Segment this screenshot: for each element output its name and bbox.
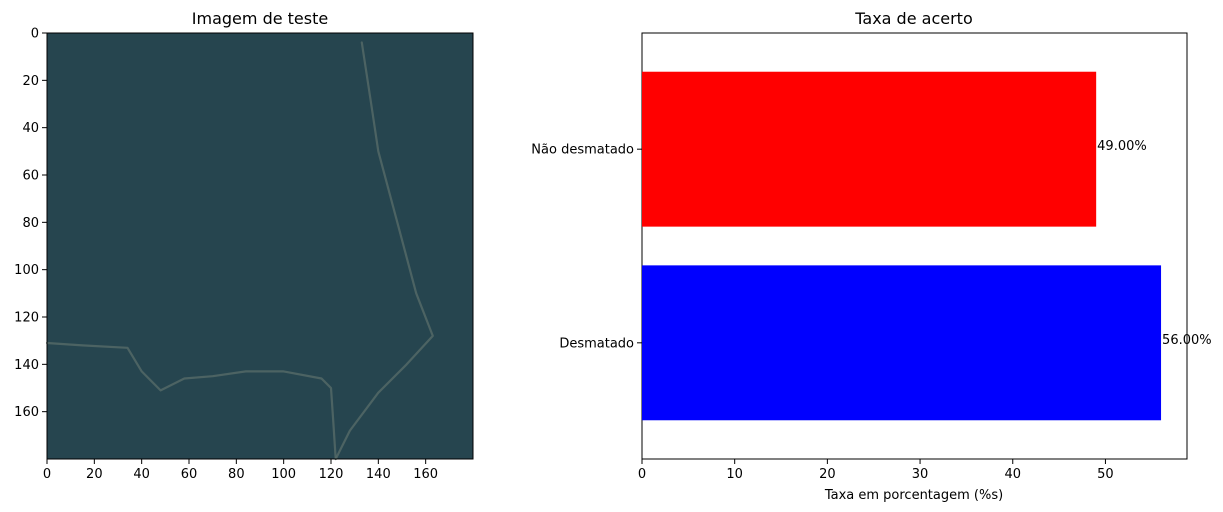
- image-x-axis: 0 20 40 60 80 100 120 140 160: [43, 459, 438, 482]
- image-y-tick-label: 100: [14, 263, 39, 278]
- image-x-tick-label: 140: [366, 467, 391, 482]
- bar-não-desmatado: [642, 71, 1097, 227]
- bars: 56.00% 49.00%: [642, 71, 1212, 421]
- image-y-tick-label: 40: [22, 121, 39, 136]
- bar-panel: Taxa de acerto 56.00%49.00% 0 10 20 30 40 50 …: [531, 9, 1211, 503]
- image-x-tick-label: 100: [271, 467, 296, 482]
- image-y-tick-label: 60: [22, 169, 39, 184]
- image-y-tick-label: 80: [22, 216, 39, 231]
- bar-desmatado: [642, 265, 1162, 421]
- bar-x-tick-label: 50: [1097, 467, 1114, 482]
- image-y-tick-label: 160: [14, 405, 39, 420]
- image-x-tick-label: 20: [86, 467, 103, 482]
- image-x-tick-label: 80: [228, 467, 245, 482]
- bar-x-tick-label: 10: [726, 467, 743, 482]
- bar-x-axis: 0 10 20 30 40 50: [638, 459, 1114, 482]
- image-x-tick-label: 60: [181, 467, 198, 482]
- image-frame: [46, 32, 474, 460]
- bar-x-tick-label: 30: [912, 467, 929, 482]
- satellite-image-roads: [45, 41, 434, 461]
- bar-value-label: 49.00%: [1097, 139, 1147, 154]
- bar-x-tick-label: 40: [1004, 467, 1021, 482]
- bar-x-tick-label: 20: [819, 467, 836, 482]
- image-x-tick-label: 0: [43, 467, 51, 482]
- image-panel-title: Imagem de teste: [192, 9, 328, 28]
- bar-x-tick-label: 0: [638, 467, 646, 482]
- satellite-image-background: [47, 33, 473, 459]
- image-y-axis: 0 20 40 60 80 100 120 140 160: [14, 27, 47, 420]
- image-y-tick-label: 20: [22, 74, 39, 89]
- road-line: [334, 41, 434, 461]
- image-x-tick-label: 120: [319, 467, 344, 482]
- image-y-tick-label: 120: [14, 311, 39, 326]
- image-y-tick-label: 0: [31, 27, 39, 42]
- bar-value-label: 56.00%: [1162, 333, 1212, 348]
- bar-y-axis: Desmatado Não desmatado: [531, 143, 642, 351]
- bar-x-axis-label: Taxa em porcentagem (%s): [824, 488, 1003, 503]
- road-line: [45, 341, 337, 461]
- bar-category-label: Não desmatado: [531, 143, 634, 158]
- bar-category-label: Desmatado: [559, 336, 634, 351]
- image-x-tick-label: 40: [133, 467, 150, 482]
- image-panel: Imagem de teste 0 20 40 60 80 100 120 140 160 0 2…: [14, 9, 474, 482]
- image-y-tick-label: 140: [14, 358, 39, 373]
- image-x-tick-label: 160: [413, 467, 438, 482]
- bar-chart-title: Taxa de acerto: [854, 9, 972, 28]
